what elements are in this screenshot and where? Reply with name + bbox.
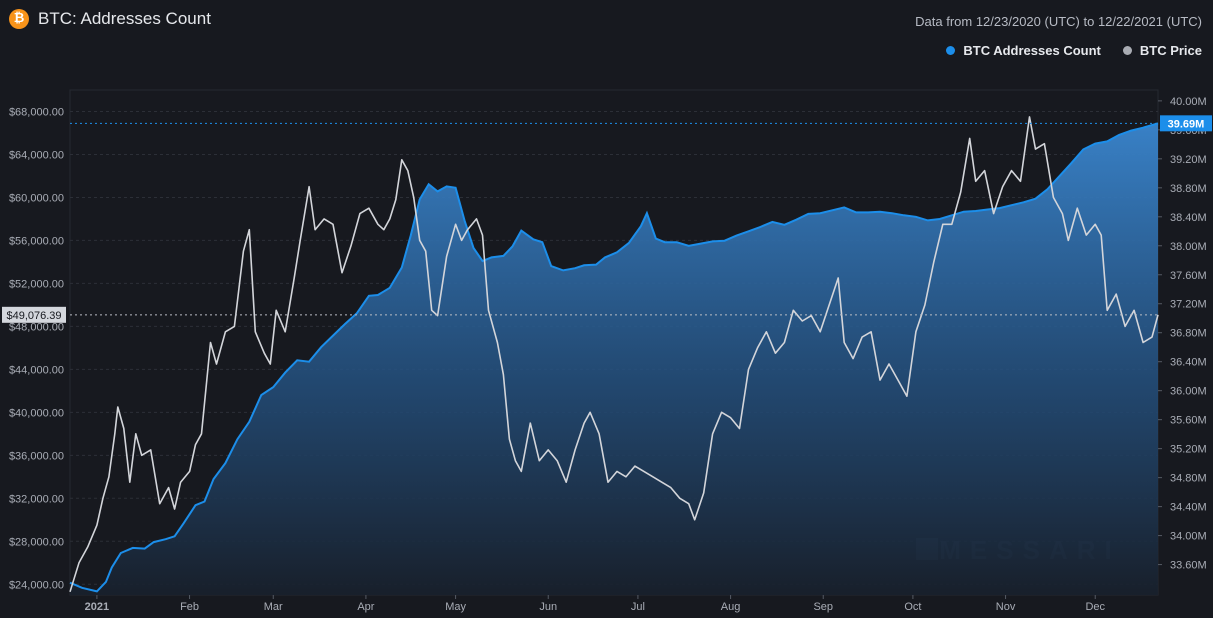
right-tick-label: 36.80M [1170, 328, 1207, 340]
x-tick-label: Jul [631, 601, 645, 613]
date-range-label: Data from 12/23/2020 (UTC) to 12/22/2021… [915, 14, 1202, 29]
legend: BTC Addresses Count BTC Price [924, 43, 1202, 58]
right-tick-label: 37.60M [1170, 270, 1207, 282]
left-tick-label: $32,000.00 [9, 493, 64, 505]
x-tick-label: May [445, 601, 466, 613]
right-tick-label: 38.00M [1170, 241, 1207, 253]
right-tick-label: 35.60M [1170, 415, 1207, 427]
legend-item-price[interactable]: BTC Price [1122, 43, 1202, 58]
legend-label-addresses: BTC Addresses Count [963, 43, 1101, 58]
x-tick-label: 2021 [85, 601, 109, 613]
right-tick-label: 40.00M [1170, 96, 1207, 108]
left-tick-label: $56,000.00 [9, 235, 64, 247]
x-tick-label: Jun [539, 601, 557, 613]
current-price-label: $49,076.39 [6, 310, 61, 322]
right-tick-label: 37.20M [1170, 299, 1207, 311]
x-tick-label: Nov [996, 601, 1016, 613]
chart-header: ₿ BTC: Addresses Count [9, 9, 211, 29]
legend-label-price: BTC Price [1139, 43, 1202, 58]
right-tick-label: 36.40M [1170, 357, 1207, 369]
bitcoin-logo-icon: ₿ [9, 9, 29, 29]
left-tick-label: $64,000.00 [9, 149, 64, 161]
x-tick-label: Sep [813, 601, 833, 613]
right-tick-label: 36.00M [1170, 386, 1207, 398]
right-tick-label: 38.40M [1170, 212, 1207, 224]
legend-dot-addresses [946, 46, 956, 55]
current-addresses-label: 39.69M [1168, 118, 1205, 130]
left-tick-label: $24,000.00 [9, 579, 64, 591]
current-addresses-badge [1160, 115, 1212, 132]
x-tick-label: Feb [180, 601, 199, 613]
current-price-badge [2, 306, 66, 323]
x-tick-label: Aug [721, 601, 741, 613]
x-tick-label: Dec [1085, 601, 1105, 613]
price-line [69, 116, 1159, 593]
chart-title: BTC: Addresses Count [38, 9, 211, 28]
left-tick-label: $68,000.00 [9, 106, 64, 118]
addresses-line [69, 122, 1159, 593]
legend-dot-price [1122, 46, 1132, 55]
x-tick-label: Mar [264, 601, 283, 613]
left-tick-label: $36,000.00 [9, 450, 64, 462]
left-tick-label: $44,000.00 [9, 364, 64, 376]
addresses-area [70, 123, 1158, 596]
left-tick-label: $48,000.00 [9, 321, 64, 333]
right-tick-label: 33.60M [1170, 560, 1207, 572]
right-tick-label: 39.20M [1170, 154, 1207, 166]
left-tick-label: $40,000.00 [9, 407, 64, 419]
right-tick-label: 34.00M [1170, 531, 1207, 543]
right-tick-label: 34.40M [1170, 502, 1207, 514]
x-tick-label: Apr [357, 601, 374, 613]
left-tick-label: $52,000.00 [9, 278, 64, 290]
right-tick-label: 38.80M [1170, 183, 1207, 195]
right-tick-label: 34.80M [1170, 473, 1207, 485]
legend-item-addresses[interactable]: BTC Addresses Count [946, 43, 1101, 58]
x-tick-label: Oct [904, 601, 921, 613]
right-tick-label: 35.20M [1170, 444, 1207, 456]
left-tick-label: $60,000.00 [9, 192, 64, 204]
left-tick-label: $28,000.00 [9, 536, 64, 548]
